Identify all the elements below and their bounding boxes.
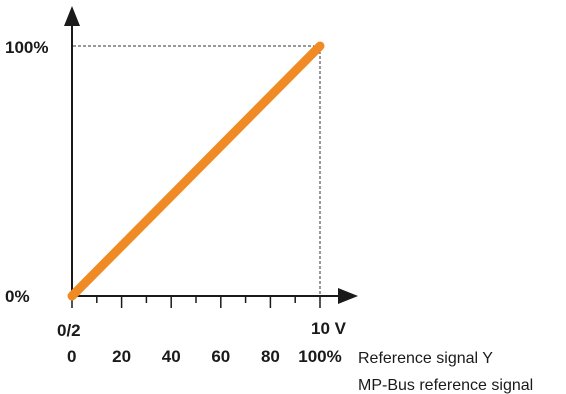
y-axis-arrow xyxy=(64,6,80,26)
x-percent-tick-label: 80 xyxy=(261,347,280,366)
series-line xyxy=(67,41,325,301)
x-axis-label-mp-bus: MP-Bus reference signal xyxy=(358,377,533,394)
x-percent-tick-label: 0 xyxy=(67,347,76,366)
x-percent-tick-label: 20 xyxy=(112,347,131,366)
x-axis-ticks xyxy=(71,296,321,308)
x-voltage-label-end: 10 V xyxy=(311,319,347,338)
series-layer xyxy=(67,41,325,301)
x-percent-labels: 0 20 40 60 80 100% xyxy=(67,347,342,366)
x-axis-label-reference-signal: Reference signal Y xyxy=(358,350,493,367)
x-axis-arrow xyxy=(338,288,358,304)
y-tick-label-100: 100% xyxy=(5,38,48,57)
x-percent-tick-label: 100% xyxy=(298,347,341,366)
x-percent-tick-label: 40 xyxy=(162,347,181,366)
x-percent-tick-label: 60 xyxy=(211,347,230,366)
y-tick-label-0: 0% xyxy=(5,287,30,306)
x-voltage-label-start: 0/2 xyxy=(57,321,81,340)
